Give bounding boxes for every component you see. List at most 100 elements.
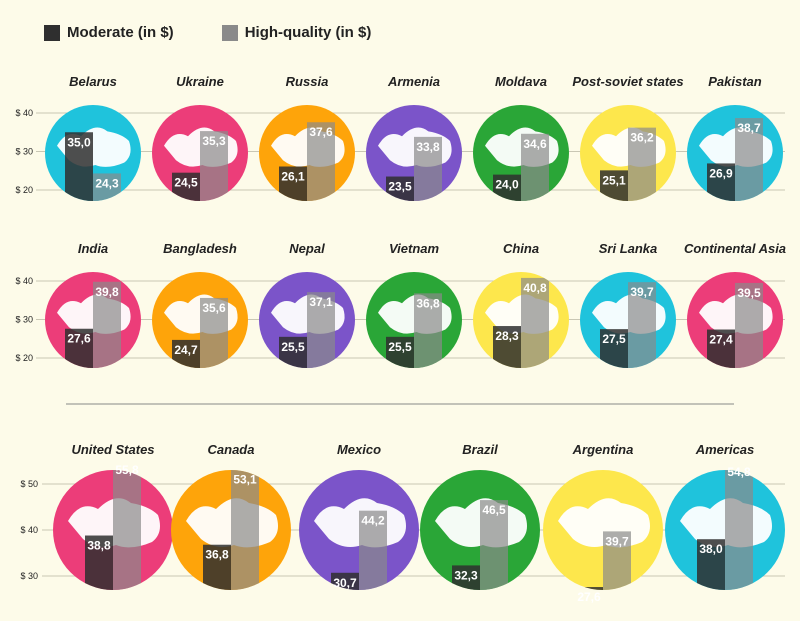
bar-high-quality (628, 127, 656, 201)
bar-high-quality (735, 118, 763, 201)
bar-high-quality (603, 531, 631, 590)
bar-high-quality (725, 470, 753, 590)
legend-swatch-moderate (44, 24, 60, 41)
bar-high-quality (628, 282, 656, 368)
value-label-moderate: 36,8 (205, 548, 229, 562)
value-label-high-quality: 38,7 (737, 121, 761, 135)
value-label-moderate: 24,7 (174, 343, 198, 357)
country-label: Sri Lanka (599, 241, 658, 256)
bar-high-quality (93, 281, 121, 368)
country-label: Vietnam (389, 241, 440, 256)
item-post-soviet-states: Post-soviet states 25,1 36,2 (572, 74, 684, 201)
item-brazil: Brazil 32,3 46,5 (420, 442, 540, 590)
y-tick-label: $ 50 (20, 479, 38, 489)
bar-moderate (707, 163, 735, 201)
item-united-states: United States 38,8 55,8 (53, 442, 173, 590)
country-label: Armenia (387, 74, 440, 89)
bar-moderate (85, 535, 113, 590)
y-tick-label: $ 40 (15, 276, 33, 286)
legend-item-moderate: Moderate (in $) (44, 24, 174, 41)
bar-high-quality (359, 510, 387, 590)
value-label-moderate: 28,3 (495, 329, 519, 343)
bars (386, 136, 442, 201)
country-label: India (78, 241, 108, 256)
legend-item-high-quality: High-quality (in $) (221, 24, 371, 41)
value-label-high-quality: 40,8 (523, 281, 547, 295)
bar-high-quality (113, 470, 141, 590)
country-label: Bangladesh (163, 241, 237, 256)
item-sri-lanka: Sri Lanka 27,5 39,7 (580, 241, 676, 368)
item-mexico: Mexico 30,7 44,2 (299, 442, 419, 590)
item-russia: Russia 26,1 37,6 (259, 74, 355, 201)
bar-moderate (697, 539, 725, 590)
value-label-high-quality: 55,8 (115, 463, 139, 477)
bar-high-quality (414, 136, 442, 201)
value-label-high-quality: 46,5 (482, 503, 506, 517)
country-label: United States (71, 442, 154, 457)
item-americas: Americas 38,0 54,8 (665, 442, 785, 590)
value-label-moderate: 25,5 (388, 340, 412, 354)
bar-high-quality (735, 282, 763, 368)
panel-3: $ 50 $ 40 $ 30 United States 38,8 55,8 Canada 3… (20, 442, 785, 604)
bar-high-quality (307, 122, 335, 201)
value-label-high-quality: 39,8 (95, 285, 119, 299)
country-label: Belarus (69, 74, 117, 89)
bars (493, 277, 549, 368)
country-label: Ukraine (176, 74, 224, 89)
y-tick-label: $ 20 (15, 353, 33, 363)
item-nepal: Nepal 25,5 37,1 (259, 241, 355, 368)
bar-moderate (493, 326, 521, 368)
value-label-high-quality: 37,1 (309, 295, 333, 309)
country-label: Moldava (495, 74, 547, 89)
y-tick-label: $ 40 (15, 108, 33, 118)
country-label: Pakistan (708, 74, 762, 89)
value-label-high-quality: 33,8 (416, 140, 440, 154)
value-label-moderate: 35,0 (67, 135, 91, 149)
value-label-high-quality: 34,6 (523, 137, 547, 151)
value-label-high-quality: 44,2 (361, 514, 385, 528)
value-label-high-quality: 36,2 (630, 131, 654, 145)
country-label: Continental Asia (684, 241, 786, 256)
country-label: Americas (695, 442, 755, 457)
bar-high-quality (200, 131, 228, 201)
value-label-moderate: 26,9 (709, 166, 733, 180)
item-ukraine: Ukraine 24,5 35,3 (152, 74, 248, 201)
bars (172, 297, 228, 368)
bars (707, 118, 763, 201)
value-label-moderate: 27,6 (67, 332, 91, 346)
country-label: Mexico (337, 442, 381, 457)
value-label-high-quality: 36,8 (416, 296, 440, 310)
legend: Moderate (in $) High-quality (in $) (44, 24, 419, 41)
value-label-moderate: 32,3 (454, 568, 478, 582)
legend-label-moderate: Moderate (in $) (67, 24, 174, 41)
item-continental-asia: Continental Asia 27,4 39,5 (684, 241, 786, 368)
country-label: Nepal (289, 241, 325, 256)
value-label-moderate: 25,5 (281, 340, 305, 354)
bar-high-quality (231, 470, 259, 590)
panel-2: $ 40 $ 30 $ 20 India 27,6 39,8 Bangladesh 24,7 3… (15, 241, 786, 368)
bar-high-quality (414, 293, 442, 368)
item-armenia: Armenia 23,5 33,8 (366, 74, 462, 201)
bar-high-quality (200, 297, 228, 368)
country-label: Post-soviet states (572, 74, 683, 89)
bars (697, 470, 753, 590)
item-india: India 27,6 39,8 (45, 241, 141, 368)
value-label-high-quality: 35,3 (202, 134, 226, 148)
country-label: Russia (286, 74, 329, 89)
value-label-high-quality: 53,1 (233, 473, 257, 487)
panel-1: $ 40 $ 30 $ 20 Belarus 35,0 24,3 Ukraine 24,5 35… (15, 74, 785, 201)
bar-moderate (600, 329, 628, 368)
bar-moderate (65, 328, 93, 368)
item-vietnam: Vietnam 25,5 36,8 (366, 241, 462, 368)
y-tick-label: $ 30 (20, 571, 38, 581)
item-belarus: Belarus 35,0 24,3 (45, 74, 141, 201)
value-label-moderate: 38,0 (699, 542, 723, 556)
item-argentina: Argentina 27,6 39,7 (543, 442, 663, 604)
item-moldava: Moldava 24,0 34,6 (473, 74, 569, 201)
value-label-high-quality: 37,6 (309, 125, 333, 139)
item-china: China 28,3 40,8 (473, 241, 569, 368)
y-tick-label: $ 20 (15, 185, 33, 195)
bar-moderate (707, 329, 735, 368)
bar-high-quality (307, 292, 335, 368)
